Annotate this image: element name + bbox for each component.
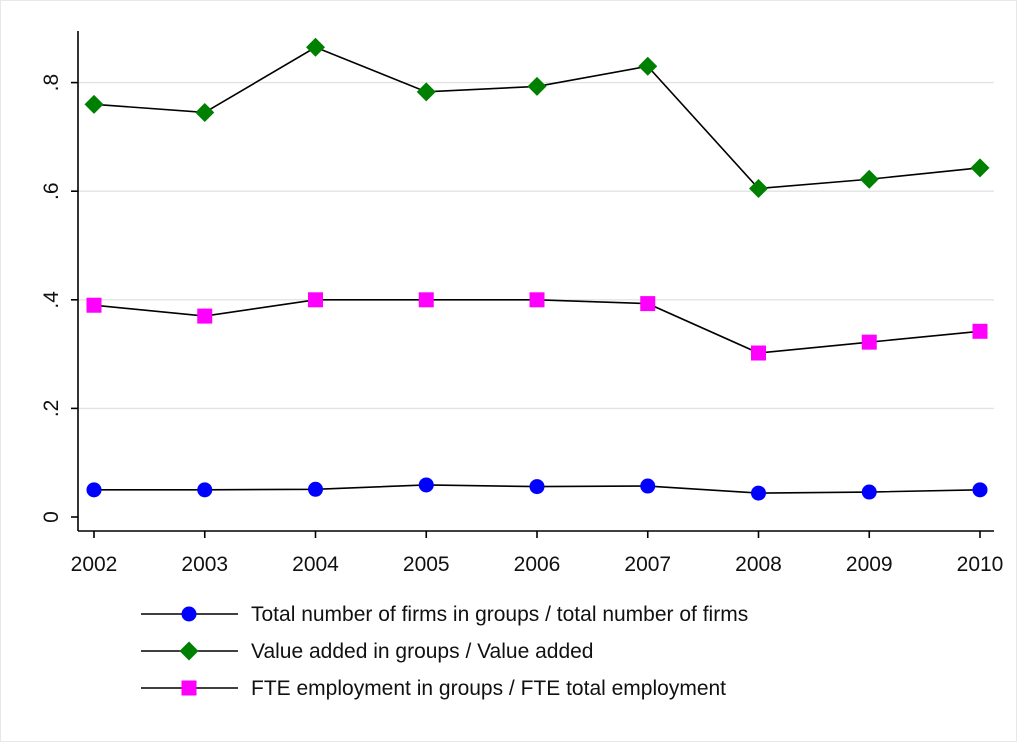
axes: 0 .2 .4 .6 .8 2002 2003 2004 2005 2006 2007 2008 200… (40, 31, 1003, 576)
data-point-circle (972, 482, 988, 498)
y-tick-label: .2 (40, 400, 63, 418)
x-tick-label: 2009 (846, 553, 893, 576)
data-point-square (418, 292, 434, 308)
x-tick-label: 2004 (292, 553, 339, 576)
data-point-diamond (638, 56, 658, 76)
x-tick-label: 2008 (735, 553, 782, 576)
data-point-square (86, 297, 102, 313)
data-point-square (751, 345, 766, 361)
data-point-circle (751, 485, 766, 501)
data-point-diamond (306, 37, 325, 57)
x-tick-label: 2003 (181, 553, 228, 576)
data-point-square (861, 334, 877, 350)
x-tick-label: 2005 (403, 553, 450, 576)
data-point-square (308, 292, 323, 308)
legend: Total number of firms in groups / total … (141, 603, 748, 700)
data-point-diamond (859, 169, 879, 189)
legend-label: Value added in groups / Value added (251, 640, 594, 663)
data-point-circle (529, 479, 545, 495)
data-point-circle (308, 481, 323, 497)
series-group (84, 37, 990, 501)
data-point-square (529, 292, 545, 308)
y-tick-label: .8 (40, 74, 63, 92)
series-line (93, 298, 981, 354)
y-tick-label: .4 (40, 291, 63, 309)
legend-marker-diamond (179, 641, 199, 661)
x-tick-label: 2010 (957, 553, 1004, 576)
series-diamond (84, 37, 990, 198)
y-tick-label: .6 (40, 182, 63, 200)
data-point-square (972, 323, 988, 339)
data-point-diamond (527, 76, 547, 96)
data-point-diamond (195, 102, 215, 122)
data-point-diamond (970, 158, 990, 178)
legend-item: Total number of firms in groups / total … (141, 603, 748, 626)
legend-label: FTE employment in groups / FTE total emp… (251, 677, 726, 700)
data-point-circle (197, 482, 213, 498)
data-point-square (640, 296, 656, 312)
data-point-diamond (749, 178, 768, 198)
legend-label: Total number of firms in groups / total … (251, 603, 748, 626)
x-tick-label: 2006 (514, 553, 561, 576)
data-point-diamond (84, 94, 104, 114)
gridlines (78, 81, 994, 410)
data-point-circle (861, 484, 877, 500)
data-point-diamond (416, 82, 436, 102)
series-line (93, 46, 981, 190)
series-square (86, 292, 988, 361)
data-point-circle (86, 482, 102, 498)
legend-item: Value added in groups / Value added (141, 640, 594, 663)
x-tick-label: 2007 (624, 553, 671, 576)
legend-marker-circle (181, 606, 197, 622)
x-tick-label: 2002 (71, 553, 118, 576)
legend-item: FTE employment in groups / FTE total emp… (141, 677, 726, 700)
series-circle (86, 477, 988, 501)
y-tick-label: 0 (40, 511, 63, 523)
legend-marker-square (181, 680, 197, 696)
data-point-circle (418, 477, 434, 493)
data-point-square (197, 308, 213, 324)
data-point-circle (640, 478, 656, 494)
